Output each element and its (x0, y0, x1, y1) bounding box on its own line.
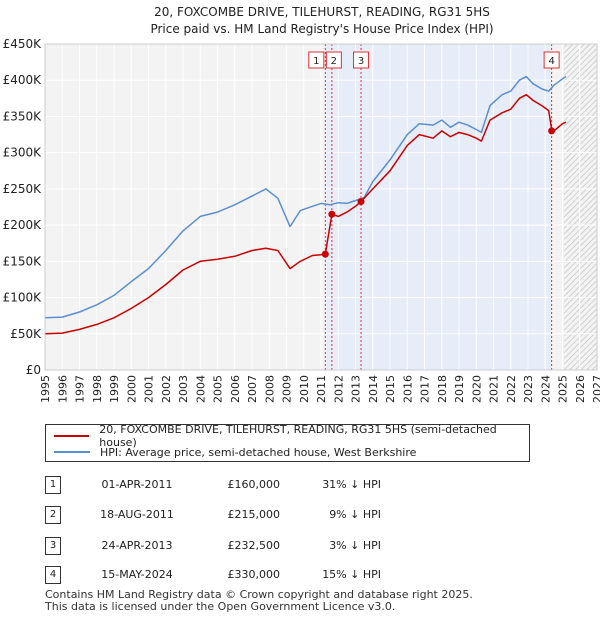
x-tick-label: 2011 (315, 375, 328, 403)
legend-item-property: 20, FOXCOMBE DRIVE, TILEHURST, READING, … (54, 423, 529, 449)
transaction-hpi-diff: 3% ↓ HPI (329, 539, 381, 552)
x-tick-label: 2004 (194, 375, 207, 403)
x-tick-label: 2023 (522, 375, 535, 403)
x-tick-label: 1998 (91, 375, 104, 403)
sale-point (321, 250, 329, 258)
x-tick-label: 2014 (367, 375, 380, 403)
legend-swatch-property (54, 435, 90, 437)
transaction-label-box (308, 51, 325, 69)
x-tick-label: 2019 (453, 375, 466, 403)
x-tick-label: 2015 (384, 375, 397, 403)
series-line-property (44, 93, 567, 335)
x-tick-label: 2003 (177, 375, 190, 403)
y-tick-label: £250K (3, 182, 43, 196)
transaction-label-number: 3 (358, 56, 364, 67)
transaction-label-box (543, 51, 560, 69)
y-tick-label: £0 (26, 363, 41, 377)
footer-attribution: Contains HM Land Registry data © Crown c… (45, 589, 473, 613)
y-tick-label: £200K (3, 218, 43, 232)
transaction-label-number: 4 (548, 56, 554, 67)
transaction-price: £232,500 (227, 539, 281, 552)
transaction-date: 15-MAY-2024 (101, 568, 173, 581)
x-tick-label: 2026 (574, 375, 587, 403)
x-tick-label: 2016 (401, 375, 414, 403)
x-tick-label: 1997 (74, 375, 87, 403)
transaction-number: 3 (45, 537, 61, 555)
transaction-label-number: 2 (331, 56, 337, 67)
transaction-label-number: 1 (313, 56, 319, 67)
x-tick-label: 1996 (56, 375, 69, 403)
x-tick-label: 2021 (488, 375, 501, 403)
x-tick-label: 2024 (539, 375, 552, 403)
x-tick-label: 1995 (39, 375, 52, 403)
legend-item-hpi: HPI: Average price, semi-detached house,… (54, 444, 416, 460)
x-tick-label: 2008 (263, 375, 276, 403)
transaction-label-box (325, 51, 342, 69)
legend-label-hpi: HPI: Average price, semi-detached house,… (100, 445, 417, 459)
legend-label-property: 20, FOXCOMBE DRIVE, TILEHURST, READING, … (99, 423, 497, 449)
y-tick-label: £150K (3, 254, 43, 268)
transaction-label: 1 (308, 51, 325, 69)
forecast-region (564, 44, 597, 370)
y-tick-label: £100K (3, 291, 43, 305)
transaction-date: 18-AUG-2011 (100, 508, 174, 521)
ownership-shade (325, 44, 552, 370)
x-tick-label: 2025 (557, 375, 570, 403)
x-tick-label: 2002 (160, 375, 173, 403)
transaction-date: 01-APR-2011 (101, 478, 173, 491)
sale-point (328, 210, 336, 218)
x-tick-label: 2020 (470, 375, 483, 403)
transaction-label: 2 (325, 51, 342, 69)
chart-subtitle: Price paid vs. HM Land Registry's House … (150, 22, 493, 36)
y-tick-label: £300K (3, 146, 43, 160)
x-tick-label: 2017 (419, 375, 432, 403)
transaction-label: 4 (543, 51, 560, 69)
x-tick-label: 2010 (298, 375, 311, 403)
transaction-hpi-diff: 15% ↓ HPI (322, 568, 381, 581)
footer-line-copyright: Contains HM Land Registry data © Crown c… (45, 588, 473, 601)
chart-legend: 20, FOXCOMBE DRIVE, TILEHURST, READING, … (45, 423, 530, 462)
y-tick-label: £400K (3, 73, 43, 87)
transaction-label-box (353, 51, 370, 69)
chart-title: 20, FOXCOMBE DRIVE, TILEHURST, READING, … (154, 5, 490, 19)
x-tick-label: 2022 (505, 375, 518, 403)
x-tick-label: 2005 (212, 375, 225, 403)
y-tick-label: £450K (3, 37, 43, 51)
x-tick-label: 2018 (436, 375, 449, 403)
x-tick-label: 2000 (125, 375, 138, 403)
y-tick-label: £350K (3, 109, 43, 123)
transaction-hpi-diff: 9% ↓ HPI (329, 508, 381, 521)
transaction-price: £215,000 (227, 508, 281, 521)
sale-point (357, 198, 365, 206)
transaction-hpi-diff: 31% ↓ HPI (322, 478, 381, 491)
transaction-number: 2 (45, 506, 61, 524)
sale-point (548, 127, 556, 135)
x-tick-label: 2001 (143, 375, 156, 403)
transaction-label: 3 (353, 51, 370, 69)
x-tick-label: 2006 (229, 375, 242, 403)
y-tick-label: £50K (10, 327, 42, 341)
x-tick-label: 2027 (591, 375, 600, 403)
footer-line-licence: This data is licensed under the Open Gov… (45, 600, 396, 613)
plot-border (44, 43, 598, 371)
legend-swatch-hpi (54, 451, 90, 453)
transaction-number: 1 (45, 476, 61, 494)
transaction-date: 24-APR-2013 (101, 539, 173, 552)
x-tick-label: 2012 (332, 375, 345, 403)
x-tick-label: 2013 (350, 375, 363, 403)
transaction-number: 4 (45, 566, 61, 584)
transaction-price: £160,000 (227, 478, 281, 491)
x-tick-label: 2007 (246, 375, 259, 403)
x-tick-label: 1999 (108, 375, 121, 403)
price-chart: 20, FOXCOMBE DRIVE, TILEHURST, READING, … (3, 5, 600, 403)
x-tick-label: 2009 (281, 375, 294, 403)
transaction-price: £330,000 (227, 568, 281, 581)
